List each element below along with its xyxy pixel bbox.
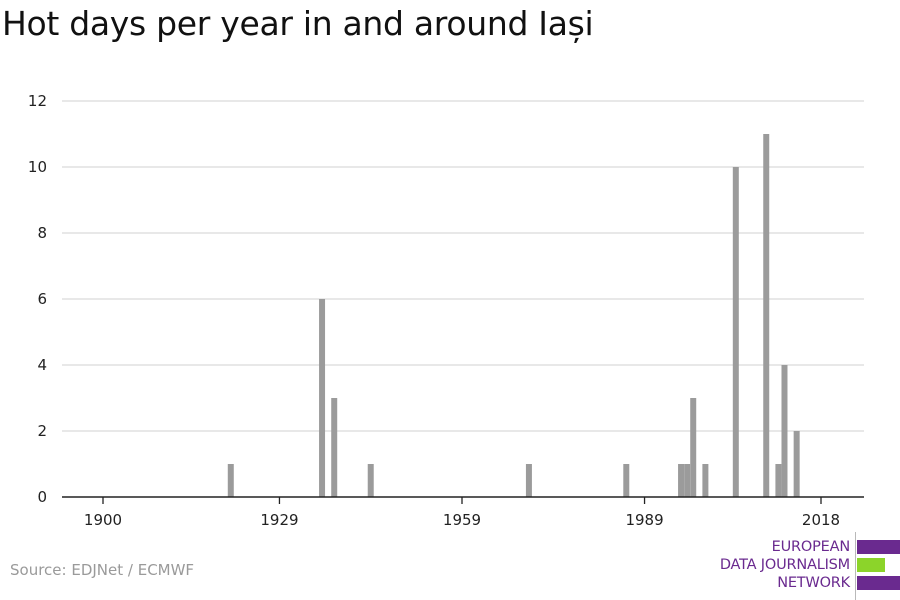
y-tick-label: 4	[37, 356, 47, 374]
y-tick-label: 8	[37, 224, 47, 242]
bar	[793, 431, 800, 497]
bar	[732, 167, 739, 497]
bar	[227, 464, 234, 497]
bar	[781, 365, 788, 497]
bar	[525, 464, 532, 497]
logo-divider	[855, 532, 856, 600]
x-tick-label: 1959	[443, 511, 481, 529]
bar	[775, 464, 782, 497]
y-tick-label: 10	[28, 158, 47, 176]
y-tick-label: 6	[37, 290, 47, 308]
logo-line-3: NETWORK	[777, 575, 850, 591]
bar	[678, 464, 685, 497]
logo-bar-top	[857, 540, 900, 554]
gridlines	[62, 100, 864, 432]
bar	[690, 398, 697, 497]
y-axis-ticks: 0 2 4 6 8 10 12	[28, 92, 47, 506]
logo-text: EUROPEAN DATA JOURNALISM NETWORK	[720, 538, 850, 592]
y-tick-label: 12	[28, 92, 47, 110]
logo-bar-middle	[857, 558, 885, 572]
bar-chart: 0 2 4 6 8 10 12 1900 1929 1959 1989 2018	[28, 92, 864, 529]
bar	[623, 464, 630, 497]
x-tick-label: 1989	[625, 511, 663, 529]
chart-title: Hot days per year in and around Iași	[2, 4, 594, 43]
x-tick-label: 1900	[84, 511, 122, 529]
x-axis-ticks: 1900 1929 1959 1989 2018	[84, 497, 840, 529]
x-tick-label: 2018	[802, 511, 840, 529]
bar	[367, 464, 374, 497]
bar	[684, 464, 691, 497]
bar	[319, 299, 326, 497]
edjnet-logo: EUROPEAN DATA JOURNALISM NETWORK	[700, 528, 900, 600]
bar	[763, 134, 770, 497]
y-tick-label: 2	[37, 422, 47, 440]
bar	[702, 464, 709, 497]
logo-line-1: EUROPEAN	[771, 539, 851, 555]
bars	[227, 134, 800, 497]
logo-line-2: DATA JOURNALISM	[719, 557, 850, 573]
logo-bar-bottom	[857, 576, 900, 590]
source-note: Source: EDJNet / ECMWF	[10, 561, 195, 579]
x-tick-label: 1929	[260, 511, 298, 529]
y-tick-label: 0	[37, 488, 47, 506]
bar	[331, 398, 338, 497]
